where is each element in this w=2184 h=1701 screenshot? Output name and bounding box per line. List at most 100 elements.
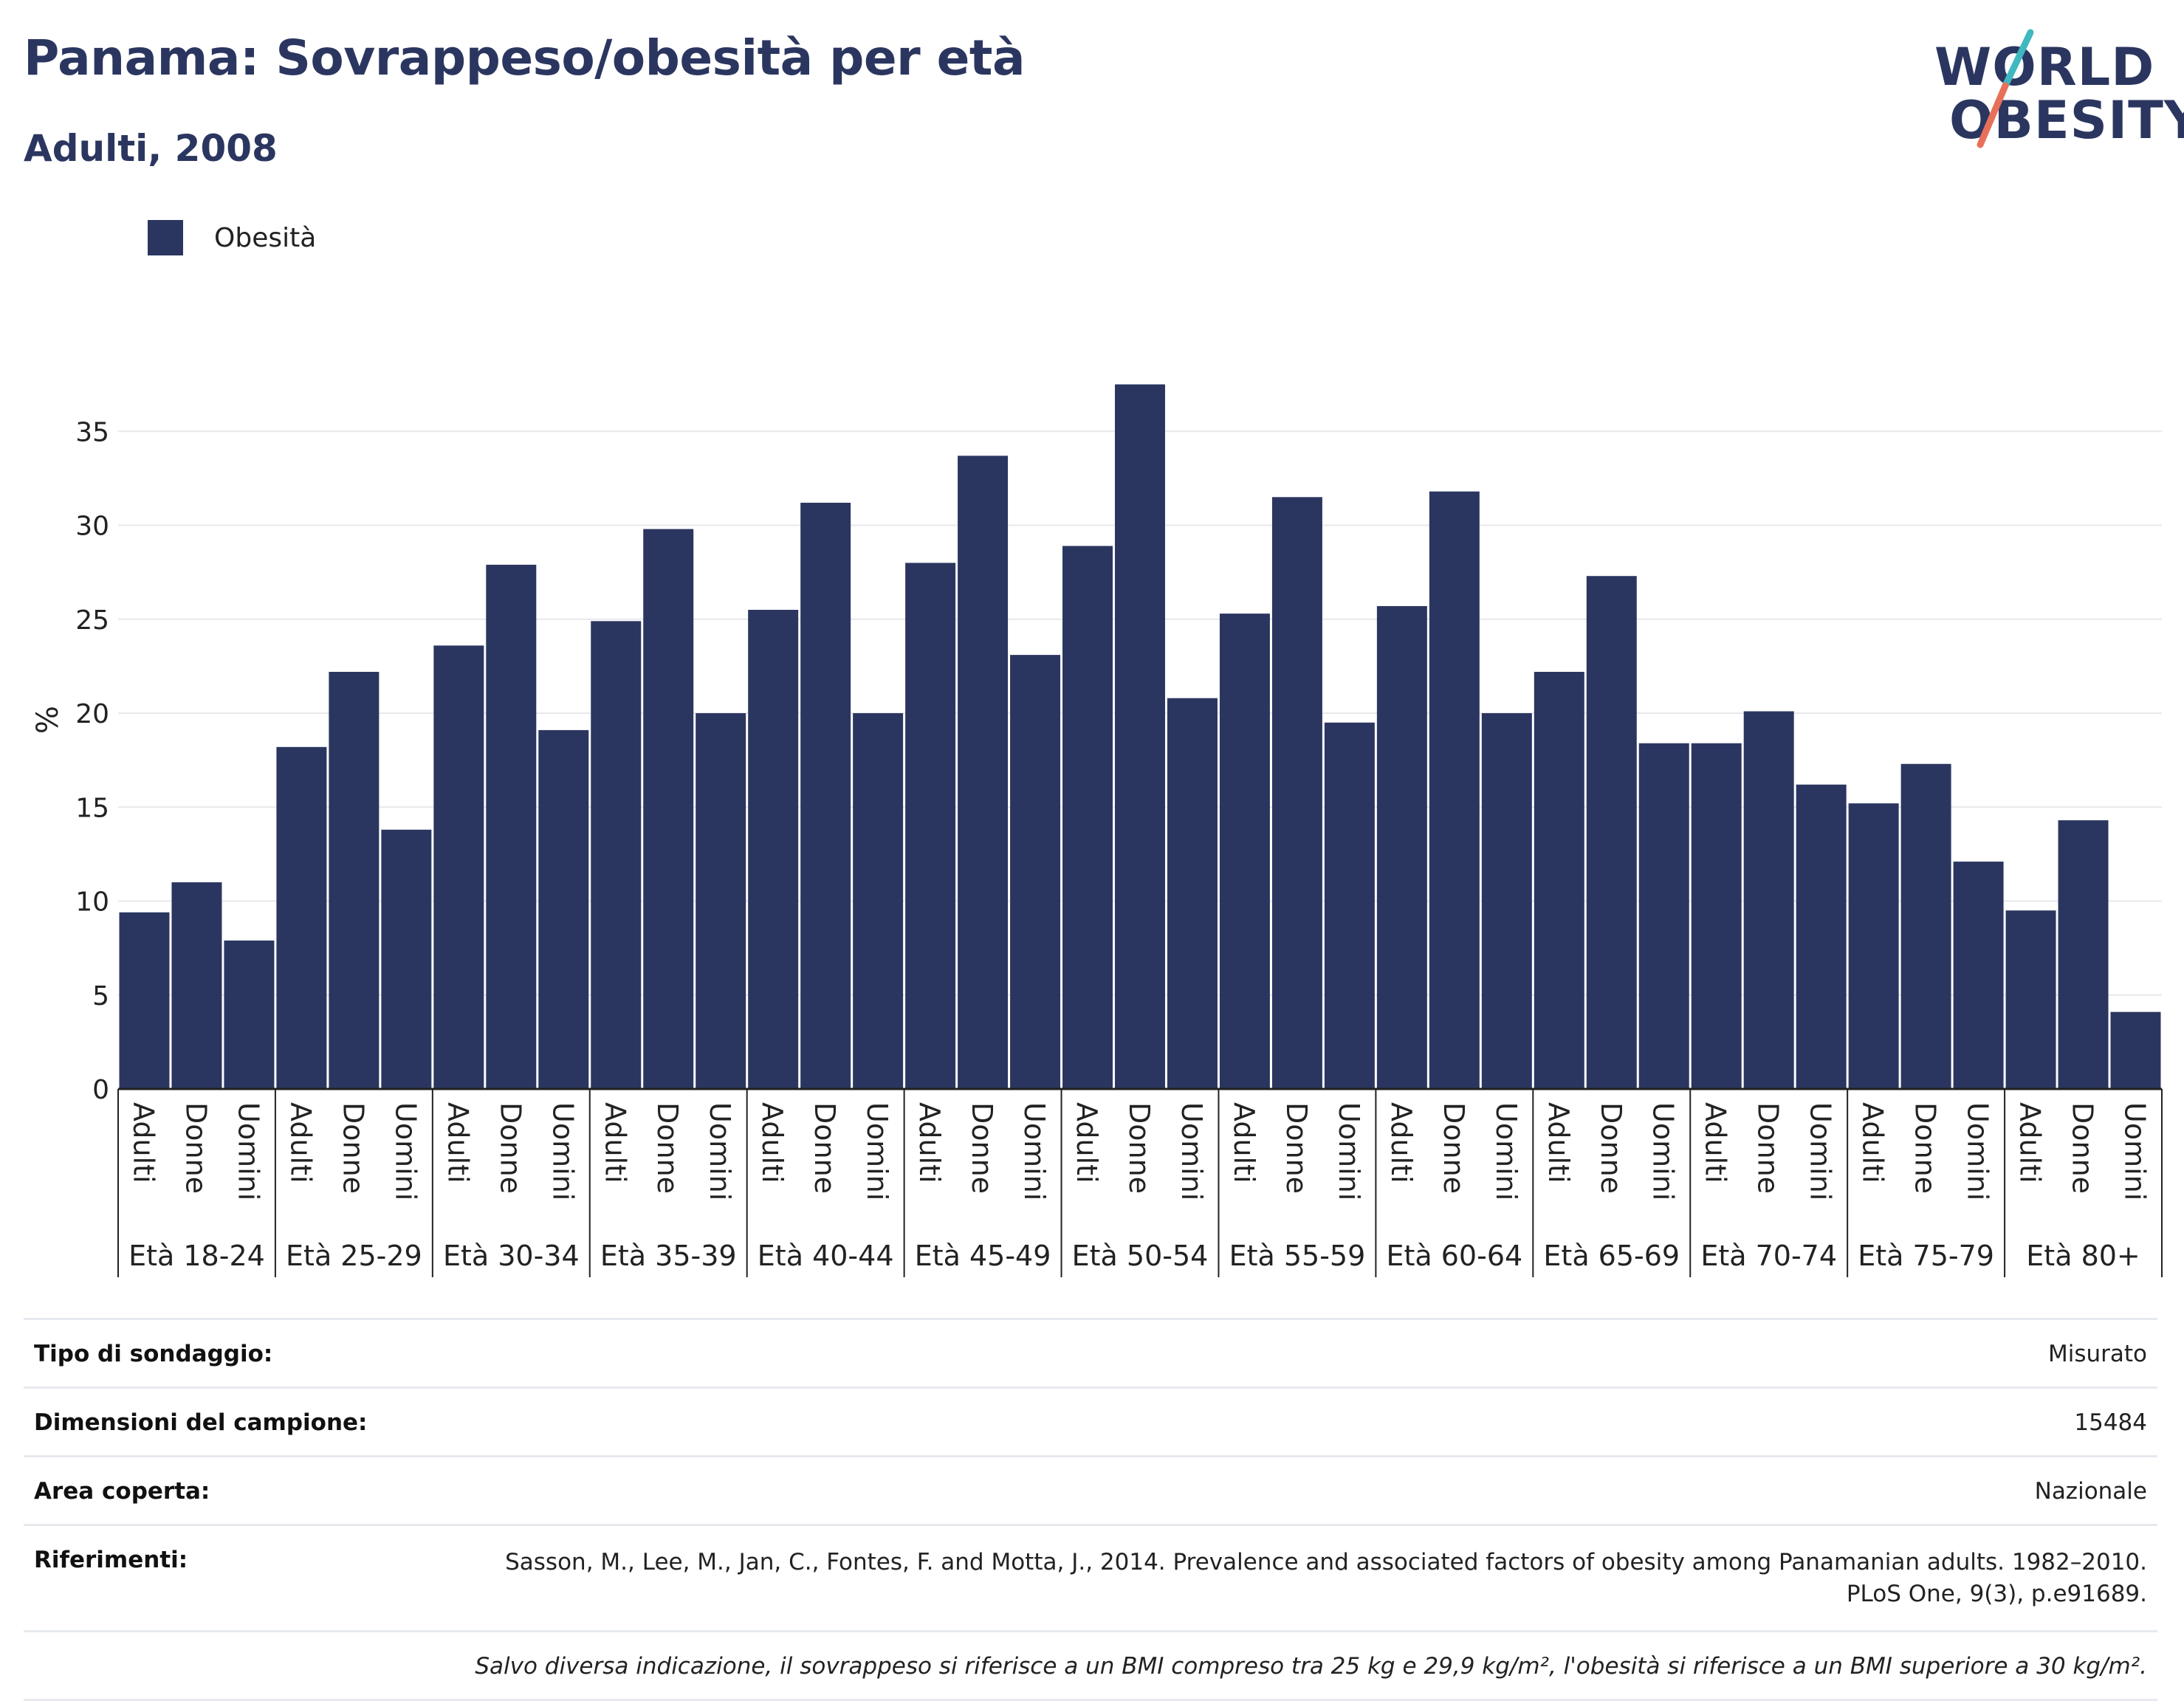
bar: [1481, 713, 1532, 1089]
info-value: 15484: [2074, 1409, 2147, 1436]
bar: [1115, 384, 1165, 1089]
bar: [1743, 711, 1794, 1089]
bar: [1691, 743, 1742, 1089]
bar: [1534, 672, 1584, 1089]
bar: [1586, 576, 1637, 1089]
bar: [800, 502, 851, 1089]
x-subcategory-label: Donne: [1280, 1102, 1313, 1194]
bar: [905, 563, 956, 1089]
y-tick-label: 0: [92, 1075, 109, 1105]
info-table: Tipo di sondaggio: Misurato Dimensioni d…: [24, 1318, 2157, 1701]
y-tick-label: 10: [75, 887, 109, 918]
bar: [1900, 763, 1951, 1089]
bar: [643, 529, 694, 1089]
y-tick-label: 20: [75, 699, 109, 729]
x-subcategory-label: Adulti: [127, 1102, 159, 1183]
x-group-label: Età 75-79: [1858, 1240, 1994, 1272]
bar: [1167, 698, 1218, 1089]
bar: [1429, 491, 1480, 1089]
bar: [224, 940, 275, 1089]
x-group-label: Età 60-64: [1386, 1240, 1522, 1272]
bar: [1010, 655, 1061, 1089]
bar: [748, 610, 799, 1089]
x-subcategory-label: Uomini: [704, 1102, 736, 1200]
x-group-label: Età 40-44: [758, 1240, 894, 1272]
info-row-sample-size: Dimensioni del campione: 15484: [24, 1386, 2157, 1455]
x-subcategory-label: Donne: [179, 1102, 212, 1194]
x-subcategory-label: Donne: [1123, 1102, 1155, 1194]
info-value: Nazionale: [2034, 1478, 2147, 1505]
x-group-label: Età 80+: [2026, 1240, 2140, 1272]
x-subcategory-label: Adulti: [442, 1102, 474, 1183]
x-subcategory-label: Donne: [494, 1102, 526, 1194]
x-subcategory-label: Adulti: [756, 1102, 789, 1183]
x-subcategory-label: Adulti: [1857, 1102, 1889, 1183]
x-group-label: Età 35-39: [600, 1240, 737, 1272]
x-subcategory-label: Donne: [337, 1102, 369, 1194]
y-tick-label: 15: [75, 793, 109, 823]
x-subcategory-label: Uomini: [232, 1102, 264, 1200]
bar: [2005, 910, 2056, 1089]
x-subcategory-label: Uomini: [1962, 1102, 1994, 1200]
x-group-label: Età 70-74: [1700, 1240, 1837, 1272]
chart-title: Panama: Sovrappeso/obesità per età: [24, 30, 1026, 86]
x-group-label: Età 30-34: [443, 1240, 580, 1272]
bar-chart: 0 5 10 15 20 25 30 35% Adulti Donne Uomini Età 18-2…: [31, 384, 2163, 1277]
x-subcategory-label: Adulti: [1700, 1102, 1732, 1183]
x-subcategory-label: Uomini: [546, 1102, 579, 1200]
bar: [696, 713, 746, 1089]
bar: [1324, 722, 1375, 1089]
info-row-area: Area coperta: Nazionale: [24, 1455, 2157, 1524]
info-value: Sasson, M., Lee, M., Jan, C., Fontes, F.…: [505, 1549, 2147, 1608]
x-group-label: Età 50-54: [1072, 1240, 1209, 1272]
bar: [1848, 803, 1899, 1089]
x-subcategory-label: Uomini: [1490, 1102, 1522, 1200]
x-subcategory-label: Donne: [651, 1102, 684, 1194]
bar: [958, 456, 1009, 1089]
info-row-references: Riferimenti: Sasson, M., Lee, M., Jan, C…: [24, 1524, 2157, 1630]
bar: [1062, 546, 1113, 1089]
x-group-label: Età 25-29: [286, 1240, 422, 1272]
x-subcategory-label: Adulti: [1542, 1102, 1575, 1183]
bar: [538, 729, 589, 1089]
y-tick-label: 25: [75, 605, 109, 636]
bar: [1638, 743, 1689, 1089]
y-tick-label: 35: [75, 417, 109, 447]
legend-label: Obesità: [214, 222, 317, 253]
x-subcategory-label: Uomini: [1804, 1102, 1837, 1200]
bmi-note: Salvo diversa indicazione, il sovrappeso…: [24, 1629, 2157, 1701]
bar: [1376, 605, 1427, 1089]
x-subcategory-label: Uomini: [1333, 1102, 1365, 1200]
x-subcategory-label: Donne: [2067, 1102, 2099, 1194]
info-key: Tipo di sondaggio:: [34, 1341, 273, 1367]
x-subcategory-label: Donne: [1752, 1102, 1785, 1194]
bar: [433, 645, 484, 1089]
bar: [1271, 497, 1322, 1089]
world-obesity-logo: WORLD OBESITY: [1920, 22, 2184, 155]
y-tick-label: 30: [75, 512, 109, 542]
bar: [1953, 862, 2004, 1089]
legend-swatch: [148, 220, 183, 255]
bar: [486, 564, 537, 1089]
bar: [119, 912, 170, 1089]
y-tick-label: 5: [92, 981, 109, 1011]
info-key: Area coperta:: [34, 1478, 210, 1505]
x-subcategory-label: Donne: [966, 1102, 998, 1194]
bar: [853, 713, 904, 1089]
bar: [1219, 614, 1270, 1089]
x-subcategory-label: Adulti: [599, 1102, 631, 1183]
x-subcategory-label: Adulti: [284, 1102, 317, 1183]
x-group-label: Età 18-24: [128, 1240, 265, 1272]
logo-slash-icon: [1977, 29, 2034, 148]
x-subcategory-label: Adulti: [1385, 1102, 1418, 1183]
x-subcategory-label: Donne: [1909, 1102, 1942, 1194]
x-group-label: Età 45-49: [915, 1240, 1051, 1272]
x-subcategory-label: Uomini: [1018, 1102, 1051, 1200]
info-value: Misurato: [2047, 1341, 2147, 1367]
x-subcategory-label: Donne: [1595, 1102, 1627, 1194]
legend: Obesità: [148, 220, 316, 255]
y-axis-label: %: [31, 706, 65, 734]
x-subcategory-label: Uomini: [389, 1102, 422, 1200]
x-subcategory-label: Uomini: [1647, 1102, 1680, 1200]
chart-subtitle: Adulti, 2008: [24, 127, 278, 170]
